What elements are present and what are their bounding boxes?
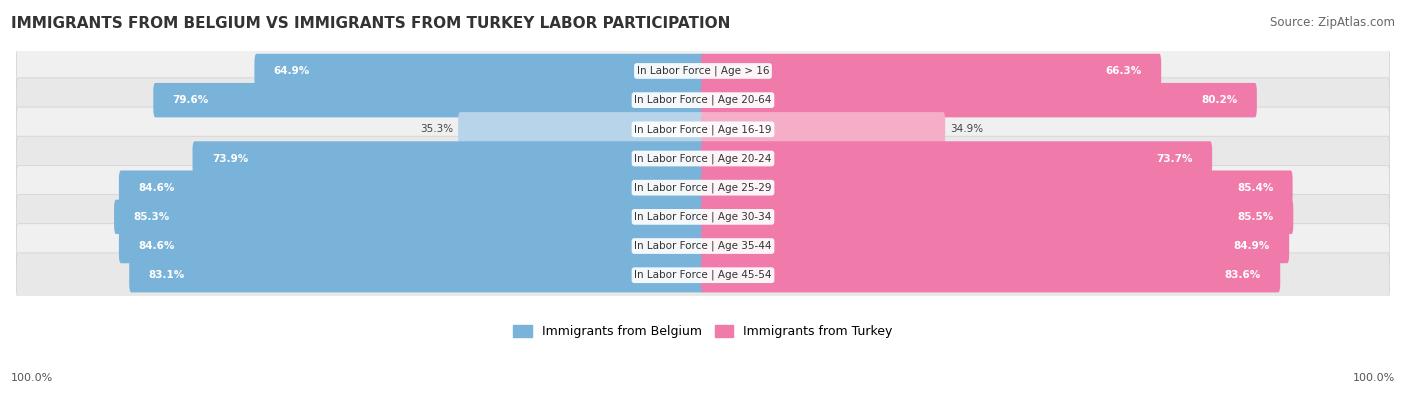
FancyBboxPatch shape — [702, 54, 1161, 88]
FancyBboxPatch shape — [129, 258, 704, 292]
Text: 73.7%: 73.7% — [1156, 154, 1192, 164]
Text: Source: ZipAtlas.com: Source: ZipAtlas.com — [1270, 16, 1395, 29]
FancyBboxPatch shape — [254, 54, 704, 88]
Text: IMMIGRANTS FROM BELGIUM VS IMMIGRANTS FROM TURKEY LABOR PARTICIPATION: IMMIGRANTS FROM BELGIUM VS IMMIGRANTS FR… — [11, 16, 731, 31]
FancyBboxPatch shape — [702, 229, 1289, 263]
FancyBboxPatch shape — [153, 83, 704, 117]
Legend: Immigrants from Belgium, Immigrants from Turkey: Immigrants from Belgium, Immigrants from… — [509, 320, 897, 343]
Text: 66.3%: 66.3% — [1105, 66, 1142, 76]
Text: In Labor Force | Age 16-19: In Labor Force | Age 16-19 — [634, 124, 772, 135]
Text: 85.4%: 85.4% — [1237, 182, 1274, 193]
FancyBboxPatch shape — [702, 171, 1292, 205]
FancyBboxPatch shape — [702, 83, 1257, 117]
Text: 64.9%: 64.9% — [274, 66, 309, 76]
Text: 84.6%: 84.6% — [138, 182, 174, 193]
Text: In Labor Force | Age 45-54: In Labor Force | Age 45-54 — [634, 270, 772, 280]
Text: 84.9%: 84.9% — [1233, 241, 1270, 251]
Text: In Labor Force | Age 20-24: In Labor Force | Age 20-24 — [634, 153, 772, 164]
Text: 73.9%: 73.9% — [212, 154, 247, 164]
Text: 80.2%: 80.2% — [1201, 95, 1237, 105]
Text: 83.6%: 83.6% — [1225, 270, 1261, 280]
FancyBboxPatch shape — [702, 199, 1294, 234]
FancyBboxPatch shape — [702, 258, 1281, 292]
Text: 83.1%: 83.1% — [149, 270, 184, 280]
FancyBboxPatch shape — [458, 112, 704, 147]
Text: 85.5%: 85.5% — [1237, 212, 1274, 222]
FancyBboxPatch shape — [114, 199, 704, 234]
FancyBboxPatch shape — [17, 253, 1389, 297]
Text: 79.6%: 79.6% — [173, 95, 209, 105]
FancyBboxPatch shape — [702, 112, 945, 147]
FancyBboxPatch shape — [120, 229, 704, 263]
Text: 34.9%: 34.9% — [950, 124, 983, 134]
Text: 100.0%: 100.0% — [11, 373, 53, 383]
FancyBboxPatch shape — [17, 49, 1389, 93]
FancyBboxPatch shape — [17, 195, 1389, 239]
Text: 85.3%: 85.3% — [134, 212, 170, 222]
FancyBboxPatch shape — [17, 78, 1389, 122]
Text: 100.0%: 100.0% — [1353, 373, 1395, 383]
FancyBboxPatch shape — [17, 166, 1389, 210]
FancyBboxPatch shape — [17, 107, 1389, 152]
FancyBboxPatch shape — [120, 171, 704, 205]
FancyBboxPatch shape — [17, 224, 1389, 268]
Text: In Labor Force | Age > 16: In Labor Force | Age > 16 — [637, 66, 769, 76]
FancyBboxPatch shape — [702, 141, 1212, 176]
Text: In Labor Force | Age 25-29: In Labor Force | Age 25-29 — [634, 182, 772, 193]
Text: In Labor Force | Age 35-44: In Labor Force | Age 35-44 — [634, 241, 772, 251]
Text: 35.3%: 35.3% — [420, 124, 453, 134]
Text: In Labor Force | Age 30-34: In Labor Force | Age 30-34 — [634, 212, 772, 222]
Text: 84.6%: 84.6% — [138, 241, 174, 251]
Text: In Labor Force | Age 20-64: In Labor Force | Age 20-64 — [634, 95, 772, 105]
FancyBboxPatch shape — [193, 141, 704, 176]
FancyBboxPatch shape — [17, 136, 1389, 181]
